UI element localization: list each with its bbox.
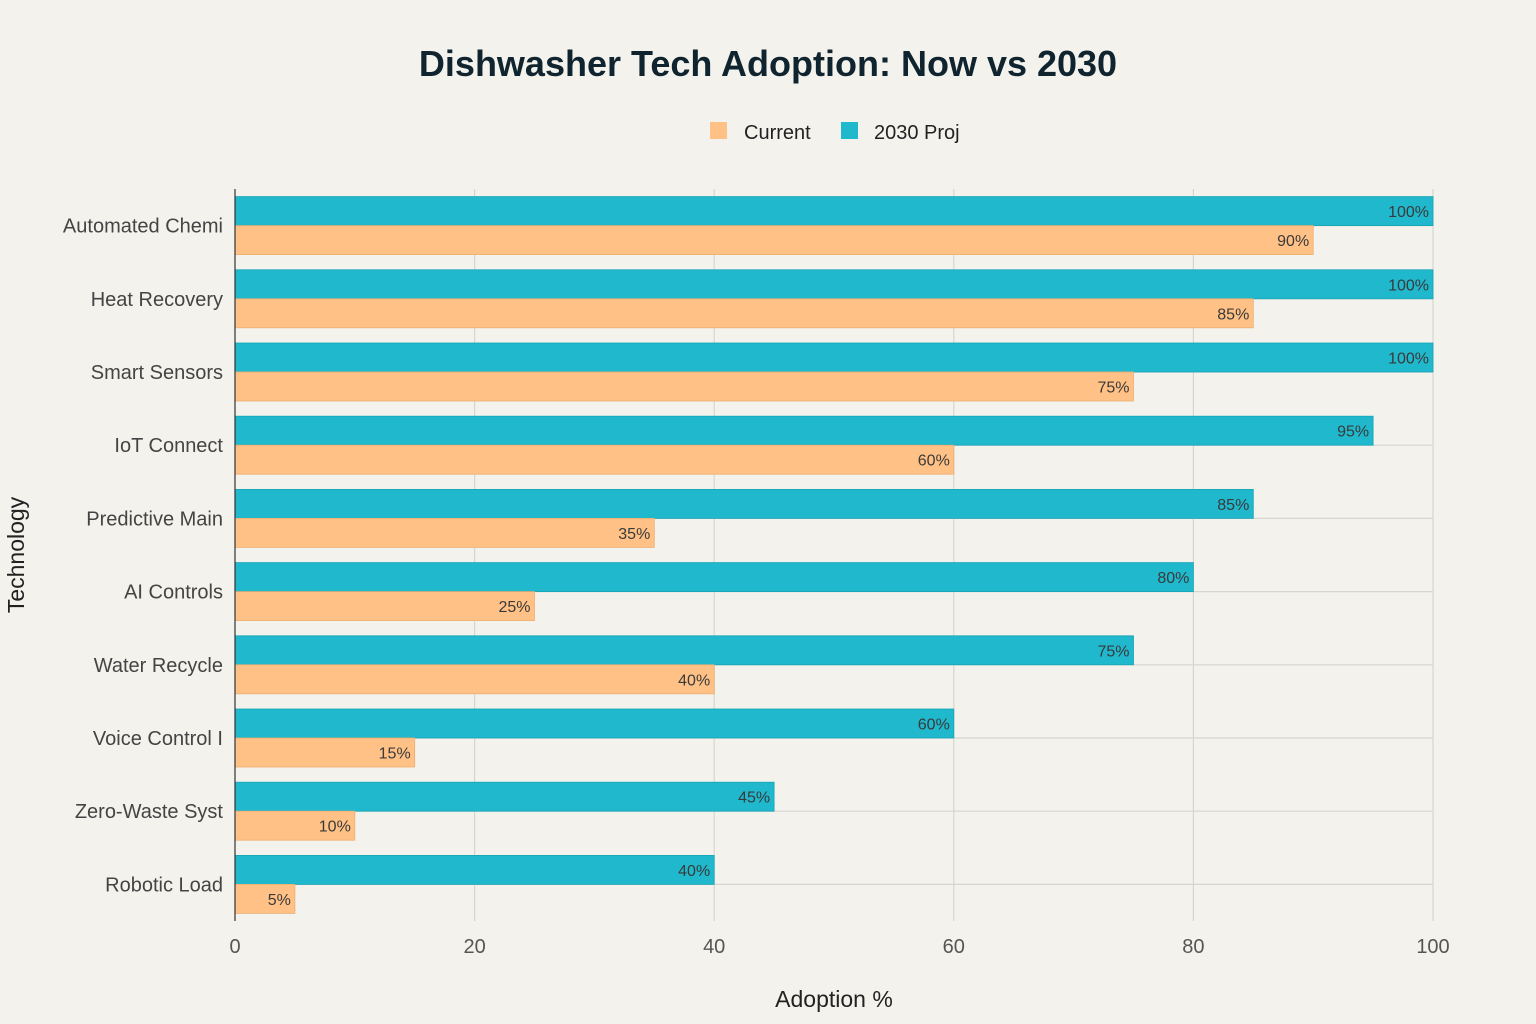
bar-2030-proj	[234, 196, 1434, 227]
chart-title: Dishwasher Tech Adoption: Now vs 2030	[419, 43, 1117, 84]
legend-swatch-2030-proj	[841, 122, 858, 139]
bar-current	[234, 298, 1254, 329]
x-axis-title: Adoption %	[775, 986, 893, 1012]
legend-label-2030-proj: 2030 Proj	[874, 122, 960, 144]
category-label: Zero-Waste Syst	[75, 801, 224, 823]
data-label-2030-proj: 75%	[1097, 643, 1129, 660]
data-label-current: 60%	[918, 453, 950, 470]
x-tick-label: 100	[1416, 936, 1449, 958]
y-axis-title: Technology	[3, 496, 29, 613]
bar-current	[234, 371, 1134, 402]
data-label-current: 35%	[618, 526, 650, 543]
data-labels: 100% 90% 100% 85% 100% 75% 95% 60% 85% 35% 80% 25% 7…	[268, 204, 1429, 909]
data-label-2030-proj: 45%	[738, 790, 770, 807]
category-label: IoT Connect	[114, 435, 223, 457]
category-label: Predictive Main	[86, 508, 223, 530]
category-label: Smart Sensors	[91, 362, 223, 384]
x-tick-label: 40	[703, 936, 725, 958]
bar-current	[234, 518, 655, 548]
bar-current	[234, 591, 535, 621]
data-label-2030-proj: 60%	[918, 717, 950, 734]
category-label: Robotic Load	[105, 874, 223, 896]
legend-swatch-current	[710, 122, 727, 139]
data-label-2030-proj: 100%	[1388, 351, 1429, 368]
data-label-2030-proj: 80%	[1157, 570, 1189, 587]
bar-2030-proj	[234, 781, 775, 812]
data-label-2030-proj: 40%	[678, 863, 710, 880]
x-tick-label: 0	[229, 936, 240, 958]
category-labels: Automated Chemi Heat Recovery Smart Sensor…	[63, 216, 224, 897]
bar-current	[234, 810, 356, 841]
data-label-current: 15%	[379, 746, 411, 763]
category-label: Automated Chemi	[63, 216, 223, 238]
bar-2030-proj	[234, 708, 955, 739]
x-tick-label: 80	[1182, 936, 1204, 958]
bar-2030-proj	[234, 855, 715, 885]
category-label: AI Controls	[124, 582, 223, 604]
data-label-current: 5%	[268, 892, 291, 909]
data-label-2030-proj: 100%	[1388, 277, 1429, 294]
x-tick-labels: 0 20 40 60 80 100	[229, 936, 1449, 958]
data-label-current: 75%	[1097, 380, 1129, 397]
x-tick-label: 20	[463, 936, 485, 958]
bar-current	[234, 225, 1314, 256]
bar-current	[234, 664, 715, 695]
data-label-current: 90%	[1277, 233, 1309, 250]
category-label: Voice Control I	[93, 728, 223, 750]
bar-2030-proj	[234, 562, 1194, 592]
bar-current	[234, 444, 955, 475]
x-tick-label: 60	[943, 936, 965, 958]
bars	[234, 196, 1434, 914]
data-label-2030-proj: 85%	[1217, 497, 1249, 514]
data-label-current: 25%	[498, 599, 530, 616]
bar-2030-proj	[234, 635, 1134, 666]
data-label-2030-proj: 100%	[1388, 204, 1429, 221]
data-label-current: 10%	[319, 819, 351, 836]
bar-current	[234, 884, 296, 914]
data-label-2030-proj: 95%	[1337, 424, 1369, 441]
bar-2030-proj	[234, 269, 1434, 300]
data-label-current: 85%	[1217, 306, 1249, 323]
bar-2030-proj	[234, 488, 1254, 519]
legend-label-current: Current	[744, 122, 811, 144]
data-label-current: 40%	[678, 672, 710, 689]
bar-2030-proj	[234, 415, 1374, 446]
bar-2030-proj	[234, 342, 1434, 373]
legend: Current 2030 Proj	[710, 122, 960, 144]
category-label: Water Recycle	[94, 655, 223, 677]
category-label: Heat Recovery	[91, 289, 223, 311]
